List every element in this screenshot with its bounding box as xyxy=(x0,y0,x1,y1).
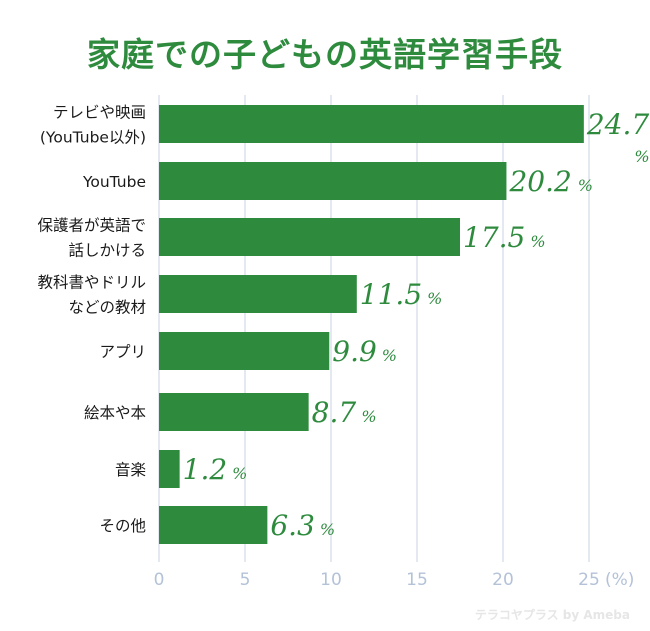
value-unit: % xyxy=(361,407,376,426)
category-label: などの教材 xyxy=(68,299,146,317)
category-label: 話しかける xyxy=(68,242,146,260)
value-unit: % xyxy=(382,346,397,365)
category-label: 音楽 xyxy=(115,461,146,479)
x-tick-label: 20 xyxy=(492,570,514,590)
x-tick-label: 15 xyxy=(406,570,428,590)
x-tick-label: 25 xyxy=(578,570,600,590)
value-label: 24.7 xyxy=(586,108,650,141)
bar xyxy=(159,450,180,488)
value-unit: % xyxy=(634,147,649,166)
bar xyxy=(159,506,268,544)
value-unit: % xyxy=(530,232,545,251)
category-label: アプリ xyxy=(99,343,146,361)
bar xyxy=(159,393,309,431)
value-label: 20.2 xyxy=(508,165,571,198)
category-label: (YouTube以外) xyxy=(40,129,146,147)
bar xyxy=(159,218,460,256)
watermark-logo: テラコヤプラス by Ameba xyxy=(474,608,630,622)
value-unit: % xyxy=(320,520,335,539)
category-label: その他 xyxy=(99,517,146,535)
chart-title: 家庭での子どもの英語学習手段 xyxy=(87,35,563,74)
x-tick-label: 0 xyxy=(154,570,165,590)
x-tick-label: 10 xyxy=(320,570,342,590)
category-label: テレビや映画 xyxy=(53,104,146,122)
value-label: 1.2 xyxy=(183,453,228,486)
category-label: 絵本や本 xyxy=(84,404,146,422)
value-unit: % xyxy=(578,176,593,195)
bar xyxy=(159,105,584,143)
value-label: 11.5 xyxy=(360,278,422,311)
value-unit: % xyxy=(427,289,442,308)
value-label: 17.5 xyxy=(463,221,525,254)
category-label: 保護者が英語で xyxy=(37,217,146,235)
bar xyxy=(159,332,330,370)
bar xyxy=(159,162,507,200)
value-label: 6.3 xyxy=(270,509,315,542)
value-unit: % xyxy=(232,464,247,483)
bar xyxy=(159,275,357,313)
x-axis-unit: (%) xyxy=(605,570,634,590)
value-label: 8.7 xyxy=(312,396,357,429)
category-label: YouTube xyxy=(82,173,146,191)
x-tick-label: 5 xyxy=(240,570,251,590)
value-label: 9.9 xyxy=(332,335,377,368)
category-label: 教科書やドリル xyxy=(37,274,146,292)
